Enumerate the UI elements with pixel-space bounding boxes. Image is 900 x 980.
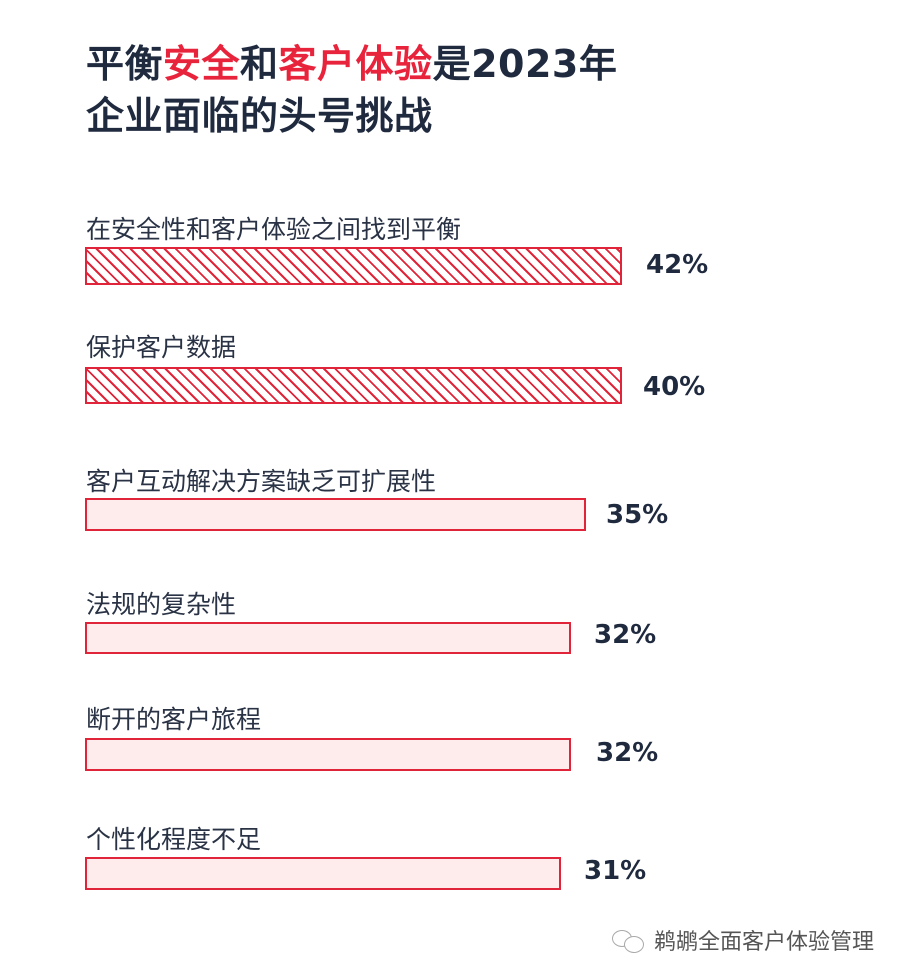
title-line-2: 企业面临的头号挑战 (86, 94, 433, 138)
bar-label: 法规的复杂性 (86, 590, 237, 619)
bar (85, 498, 586, 531)
bar-value: 42% (646, 250, 709, 280)
watermark-text: 鹈鹕全面客户体验管理 (654, 930, 875, 955)
bar (85, 857, 561, 890)
bar-label: 保护客户数据 (86, 333, 237, 362)
title-line-1: 平衡安全和客户体验是2023年 (86, 38, 617, 90)
bar-value: 40% (643, 372, 706, 402)
bar-label: 在安全性和客户体验之间找到平衡 (86, 215, 462, 244)
bar-value: 32% (596, 738, 659, 768)
title-highlight-cx: 客户体验 (278, 42, 433, 86)
bar (85, 738, 571, 771)
title-highlight-security: 安全 (163, 42, 241, 86)
bar (85, 247, 622, 285)
bar (85, 622, 571, 654)
title-part: 是2023年 (432, 42, 618, 86)
title-part: 平衡 (86, 42, 164, 86)
bar-label: 断开的客户旅程 (86, 705, 262, 734)
bar-value: 31% (584, 856, 647, 886)
bar (85, 367, 622, 404)
bar-value: 32% (594, 620, 657, 650)
bar-label: 客户互动解决方案缺乏可扩展性 (86, 467, 437, 496)
wechat-icon (612, 928, 646, 953)
bar-label: 个性化程度不足 (86, 825, 262, 854)
title-part: 和 (240, 42, 279, 86)
chart-title: 平衡安全和客户体验是2023年 企业面临的头号挑战 (86, 38, 617, 142)
watermark: 鹈鹕全面客户体验管理 (612, 924, 874, 956)
bar-value: 35% (606, 500, 669, 530)
